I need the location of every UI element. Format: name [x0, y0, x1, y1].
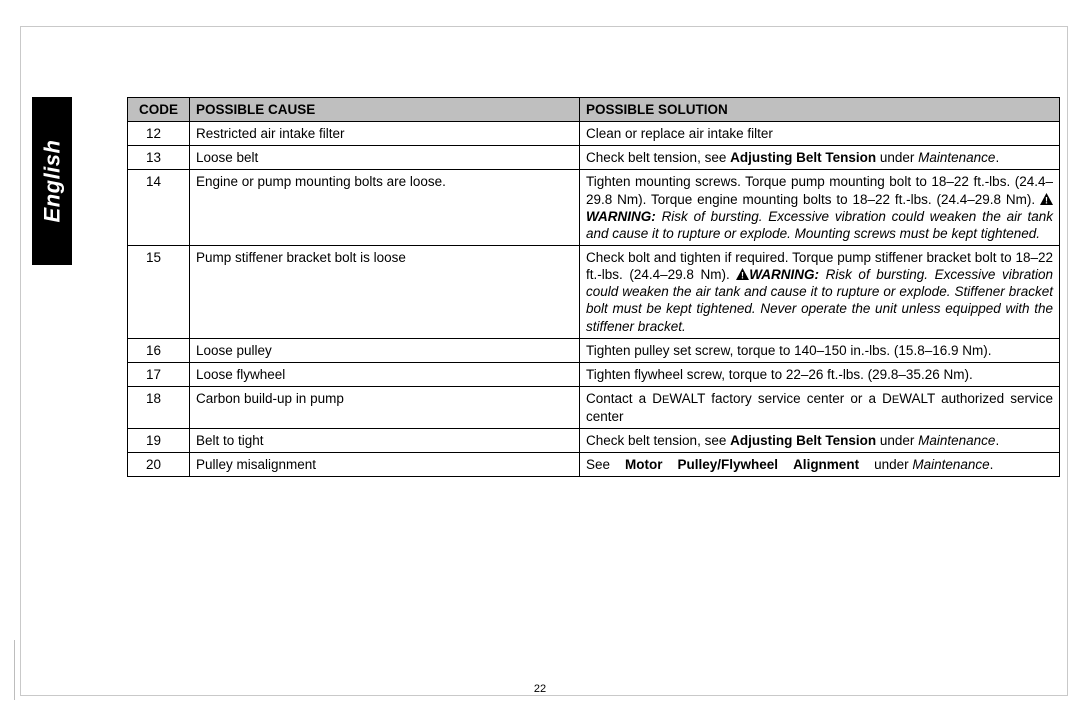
- header-cause: POSSIBLE CAUSE: [190, 98, 580, 122]
- table-body: 12Restricted air intake filterClean or r…: [128, 122, 1060, 477]
- code-cell: 20: [128, 453, 190, 477]
- table-row: 12Restricted air intake filterClean or r…: [128, 122, 1060, 146]
- cause-cell: Loose pulley: [190, 338, 580, 362]
- code-cell: 15: [128, 245, 190, 338]
- header-solution: POSSIBLE SOLUTION: [580, 98, 1060, 122]
- solution-cell: See Motor Pulley/Flywheel Alignment unde…: [580, 453, 1060, 477]
- solution-cell: Tighten flywheel screw, torque to 22–26 …: [580, 362, 1060, 386]
- solution-cell: Check belt tension, see Adjusting Belt T…: [580, 429, 1060, 453]
- code-cell: 18: [128, 386, 190, 428]
- table-row: 18Carbon build-up in pumpContact a DEWAL…: [128, 386, 1060, 428]
- code-cell: 14: [128, 170, 190, 246]
- gutter-mark: [14, 640, 15, 700]
- cause-cell: Engine or pump mounting bolts are loose.: [190, 170, 580, 246]
- solution-cell: Tighten pulley set screw, torque to 140–…: [580, 338, 1060, 362]
- code-cell: 13: [128, 146, 190, 170]
- cause-cell: Loose flywheel: [190, 362, 580, 386]
- code-cell: 19: [128, 429, 190, 453]
- cause-cell: Restricted air intake filter: [190, 122, 580, 146]
- solution-cell: Contact a DEWALT factory service center …: [580, 386, 1060, 428]
- header-code: CODE: [128, 98, 190, 122]
- solution-cell: Check bolt and tighten if required. Torq…: [580, 245, 1060, 338]
- table-row: 19Belt to tightCheck belt tension, see A…: [128, 429, 1060, 453]
- solution-cell: Tighten mounting screws. Torque pump mou…: [580, 170, 1060, 246]
- cause-cell: Belt to tight: [190, 429, 580, 453]
- table-row: 16Loose pulleyTighten pulley set screw, …: [128, 338, 1060, 362]
- svg-text:!: !: [1045, 195, 1048, 205]
- solution-cell: Clean or replace air intake filter: [580, 122, 1060, 146]
- page-number: 22: [0, 683, 1080, 695]
- table-header-row: CODE POSSIBLE CAUSE POSSIBLE SOLUTION: [128, 98, 1060, 122]
- table-row: 14Engine or pump mounting bolts are loos…: [128, 170, 1060, 246]
- cause-cell: Carbon build-up in pump: [190, 386, 580, 428]
- table-row: 17Loose flywheelTighten flywheel screw, …: [128, 362, 1060, 386]
- table-row: 13Loose beltCheck belt tension, see Adju…: [128, 146, 1060, 170]
- solution-cell: Check belt tension, see Adjusting Belt T…: [580, 146, 1060, 170]
- table-row: 20Pulley misalignmentSee Motor Pulley/Fl…: [128, 453, 1060, 477]
- language-tab-label: English: [39, 140, 65, 223]
- language-tab: English: [32, 97, 72, 265]
- code-cell: 12: [128, 122, 190, 146]
- cause-cell: Pulley misalignment: [190, 453, 580, 477]
- troubleshoot-table: CODE POSSIBLE CAUSE POSSIBLE SOLUTION 12…: [127, 97, 1060, 477]
- code-cell: 17: [128, 362, 190, 386]
- svg-text:!: !: [741, 271, 744, 281]
- table-row: 15Pump stiffener bracket bolt is looseCh…: [128, 245, 1060, 338]
- cause-cell: Pump stiffener bracket bolt is loose: [190, 245, 580, 338]
- cause-cell: Loose belt: [190, 146, 580, 170]
- code-cell: 16: [128, 338, 190, 362]
